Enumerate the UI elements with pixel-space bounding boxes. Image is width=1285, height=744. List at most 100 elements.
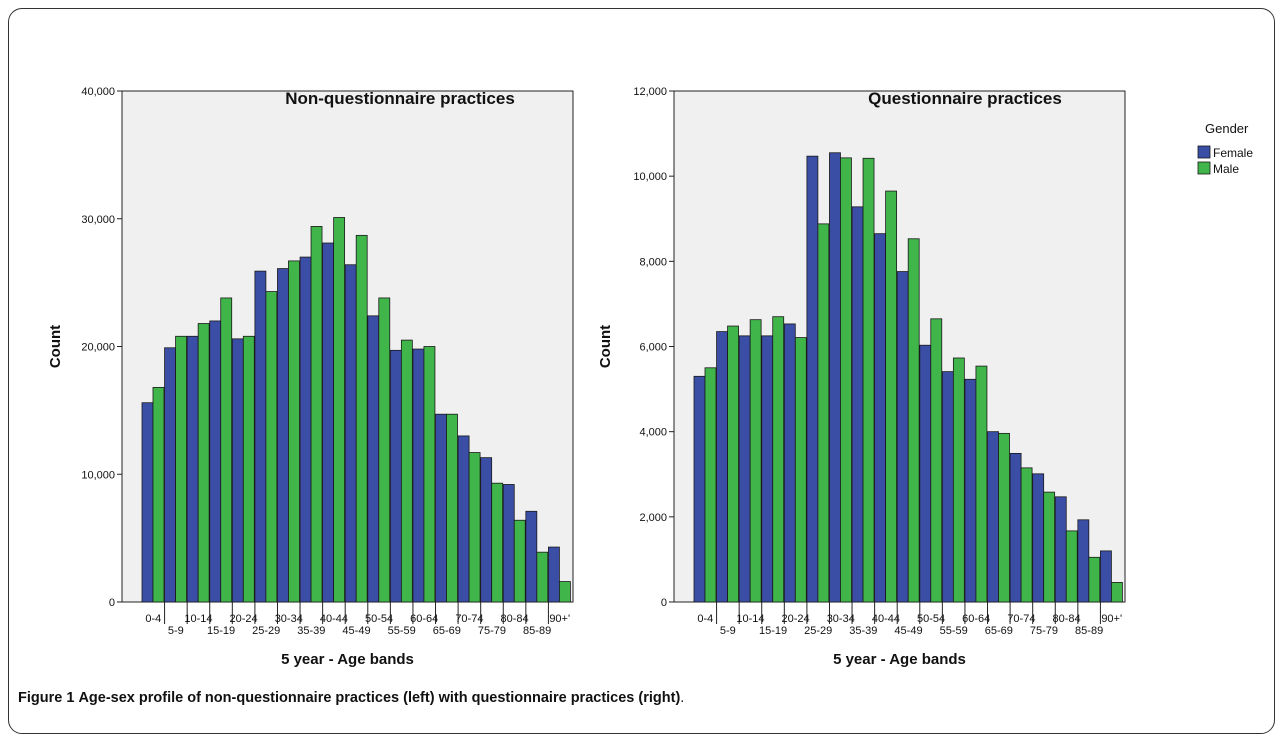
- x-tick-label: 25-29: [804, 625, 832, 637]
- legend-label-female: Female: [1213, 146, 1253, 160]
- caption-text: Age-sex profile of non-questionnaire pra…: [78, 690, 681, 706]
- y-tick-label: 6,000: [639, 342, 667, 354]
- x-tick-label: 75-79: [1030, 625, 1058, 637]
- y-axis-label: Count: [597, 325, 614, 368]
- bar-male-0-4: [704, 367, 717, 603]
- y-tick-label: 30,000: [81, 214, 115, 226]
- x-tick-label: 70-74: [455, 613, 483, 625]
- bar-male-85-89: [1088, 556, 1101, 603]
- x-tick-label: 10-14: [736, 613, 764, 625]
- bar-male-50-54: [930, 318, 943, 603]
- bar-female-0-4: [693, 375, 706, 603]
- x-tick-label: 55-59: [388, 625, 416, 637]
- y-axis-label: Count: [47, 325, 64, 368]
- bar-male-10-14: [197, 323, 210, 603]
- bar-male-20-24: [242, 335, 255, 603]
- bar-female-20-24: [783, 323, 796, 603]
- y-tick-label: 2,000: [639, 512, 667, 524]
- bar-male-45-49: [907, 238, 920, 603]
- x-tick-label: 60-64: [410, 613, 438, 625]
- bar-male-0-4: [152, 386, 165, 603]
- x-tick-label: 45-49: [894, 625, 922, 637]
- bar-male-40-44: [885, 190, 898, 603]
- bar-female-30-34: [829, 152, 841, 603]
- bar-female-70-74: [1009, 452, 1022, 603]
- x-tick-label: 65-69: [985, 625, 1013, 637]
- x-tick-label: 0-4: [145, 613, 161, 625]
- bar-male-50-54: [378, 297, 391, 603]
- bar-female-35-39: [299, 256, 312, 603]
- bar-male-20-24: [794, 337, 807, 603]
- bar-male-25-29: [817, 223, 830, 603]
- x-tick-label: 80-84: [1052, 613, 1080, 625]
- x-tick-label: 50-54: [365, 613, 393, 625]
- bar-male-80-84: [513, 519, 526, 603]
- x-tick-label: 70-74: [1007, 613, 1035, 625]
- y-tick-label: 12,000: [633, 86, 667, 98]
- bar-female-50-54: [367, 315, 380, 603]
- bar-female-55-59: [941, 371, 954, 603]
- bar-female-20-24: [231, 338, 244, 603]
- bar-male-55-59: [952, 357, 965, 603]
- x-tick-label: 55-59: [940, 625, 968, 637]
- legend-swatch-female: [1197, 145, 1211, 159]
- x-tick-label: 15-19: [759, 625, 787, 637]
- x-tick-label: 40-44: [320, 613, 348, 625]
- x-tick-label: 40-44: [872, 613, 900, 625]
- x-axis-label: 5 year - Age bands: [281, 651, 414, 668]
- bar-male-70-74: [468, 452, 481, 603]
- x-tick-label: 5-9: [720, 625, 736, 637]
- bar-female-10-14: [186, 335, 199, 603]
- bar-female-40-44: [322, 242, 335, 603]
- bar-male-70-74: [1020, 467, 1033, 603]
- bar-female-85-89: [525, 510, 538, 603]
- y-tick-label: 20,000: [81, 342, 115, 354]
- bar-female-15-19: [209, 320, 222, 603]
- y-tick-label: 8,000: [639, 256, 667, 268]
- caption-end: .: [680, 690, 685, 706]
- x-tick-label: 50-54: [917, 613, 945, 625]
- x-tick-label: 75-79: [478, 625, 506, 637]
- bar-female-60-64: [412, 348, 425, 603]
- bar-female-90+': [548, 546, 560, 603]
- bar-female-5-9: [164, 347, 176, 603]
- bar-female-50-54: [919, 344, 932, 603]
- x-tick-label: 60-64: [962, 613, 990, 625]
- figure-charts: Non-questionnaire practices 0 10,000 20,000…: [47, 86, 1253, 668]
- bar-male-5-9: [727, 325, 739, 603]
- bar-male-90+': [1111, 582, 1123, 603]
- x-tick-label: 30-34: [827, 613, 855, 625]
- x-tick-label: 90+': [549, 613, 570, 625]
- legend-title: Gender: [1205, 121, 1249, 136]
- x-axis-label: 5 year - Age bands: [833, 651, 966, 668]
- x-tick-label: 90+': [1101, 613, 1122, 625]
- bar-male-55-59: [400, 339, 413, 603]
- x-tick-label: 20-24: [782, 613, 810, 625]
- bar-female-15-19: [761, 335, 774, 603]
- legend-label-male: Male: [1213, 162, 1239, 176]
- bar-male-65-69: [998, 432, 1010, 603]
- bar-female-45-49: [344, 264, 357, 603]
- x-tick-label: 35-39: [849, 625, 877, 637]
- bar-female-70-74: [457, 435, 470, 603]
- bar-male-25-29: [265, 291, 278, 603]
- bar-female-25-29: [254, 270, 267, 603]
- x-tick-label: 45-49: [342, 625, 370, 637]
- x-tick-label: 5-9: [168, 625, 184, 637]
- bar-female-65-69: [435, 413, 447, 603]
- figure-caption: Figure 1 Age-sex profile of non-question…: [18, 690, 684, 706]
- bar-female-65-69: [987, 431, 999, 603]
- bar-female-80-84: [502, 484, 515, 603]
- x-tick-label: 25-29: [252, 625, 280, 637]
- x-tick-label: 35-39: [297, 625, 325, 637]
- bar-male-85-89: [536, 551, 549, 603]
- bar-male-35-39: [862, 157, 875, 603]
- x-tick-label: 85-89: [1075, 625, 1103, 637]
- bar-male-10-14: [749, 319, 762, 603]
- bar-male-65-69: [446, 413, 458, 603]
- bar-male-35-39: [310, 226, 323, 603]
- bar-female-85-89: [1077, 519, 1090, 603]
- bar-female-0-4: [141, 402, 154, 603]
- bar-male-75-79: [1043, 491, 1056, 603]
- x-tick-label: 0-4: [697, 613, 713, 625]
